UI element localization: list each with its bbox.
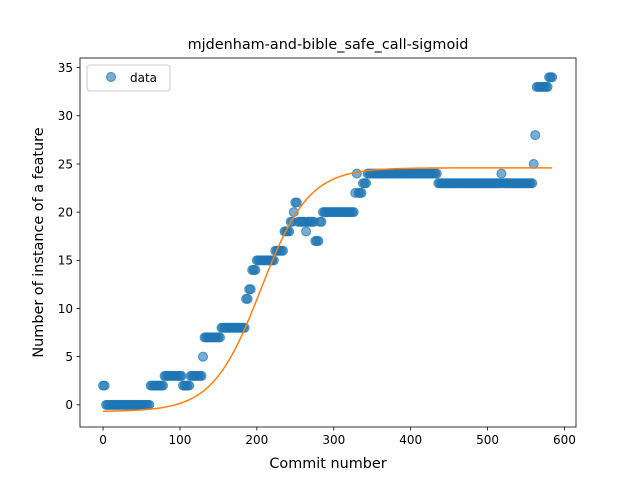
data-point — [547, 72, 558, 83]
chart-title: mjdenham-and-bible_safe_call-sigmoid — [188, 37, 469, 53]
data-point — [431, 168, 442, 179]
x-axis-label: Commit number — [269, 456, 386, 472]
data-point — [316, 216, 327, 227]
legend: data — [86, 64, 171, 92]
y-tick-label: 35 — [58, 61, 73, 75]
plot-area — [98, 72, 558, 412]
y-tick-label: 20 — [58, 205, 73, 219]
axes-frame — [79, 57, 577, 428]
data-point — [301, 226, 312, 237]
data-point — [144, 399, 155, 410]
legend-box — [86, 64, 171, 92]
data-point — [348, 207, 359, 218]
y-tick-label: 0 — [65, 398, 73, 412]
x-tick-label: 500 — [476, 433, 499, 447]
data-point — [196, 370, 207, 381]
y-tick-label: 15 — [58, 254, 73, 268]
data-point — [99, 380, 110, 391]
data-point — [198, 351, 209, 362]
y-tick-label: 5 — [65, 350, 73, 364]
data-point — [530, 130, 541, 141]
data-point — [527, 178, 538, 189]
x-tick-label: 600 — [553, 433, 576, 447]
data-point — [313, 236, 324, 247]
y-tick-label: 10 — [58, 302, 73, 316]
y-axis-label: Number of instance of a feature — [31, 127, 47, 357]
x-axis-ticks: 0 100 200 300 400 500 600 — [99, 427, 576, 447]
data-point — [351, 168, 362, 179]
x-tick-label: 100 — [169, 433, 192, 447]
x-tick-label: 400 — [399, 433, 422, 447]
data-point — [184, 380, 195, 391]
data-point — [245, 284, 256, 295]
data-point — [361, 178, 372, 189]
data-point — [291, 197, 302, 208]
data-point — [278, 245, 289, 256]
x-tick-label: 200 — [245, 433, 268, 447]
data-point — [496, 168, 507, 179]
y-tick-label: 25 — [58, 157, 73, 171]
legend-label-data: data — [130, 71, 157, 85]
data-point — [176, 370, 187, 381]
data-point — [250, 264, 261, 275]
legend-marker-data — [106, 72, 116, 82]
sigmoid-fit-line — [103, 167, 553, 412]
data-point — [242, 293, 253, 304]
data-point — [214, 332, 225, 343]
y-tick-label: 30 — [58, 109, 73, 123]
data-point — [158, 380, 169, 391]
y-axis-ticks: 0 5 10 15 20 25 30 35 — [58, 61, 80, 412]
data-point — [356, 187, 367, 198]
x-tick-label: 300 — [322, 433, 345, 447]
data-point — [542, 81, 553, 92]
x-tick-label: 0 — [99, 433, 107, 447]
